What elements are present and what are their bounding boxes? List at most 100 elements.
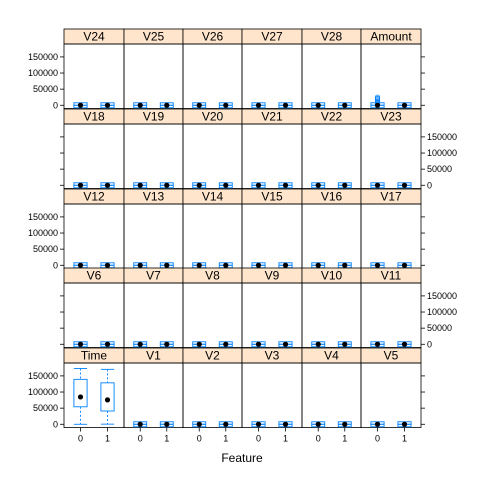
box-median-dot	[104, 182, 111, 188]
panel-strip-label: V11	[381, 269, 402, 283]
panel-v22: V22	[301, 108, 362, 189]
panel-strip-label: V14	[202, 190, 224, 204]
panel-strip-label: V12	[83, 190, 105, 204]
box-0	[192, 102, 207, 109]
panel-frame	[241, 43, 303, 109]
box-0	[192, 341, 207, 348]
box-median-dot	[282, 262, 289, 268]
panel-v7: V7	[123, 267, 184, 348]
box-median-dot	[223, 102, 229, 108]
box-1	[159, 341, 174, 348]
box-median-dot	[282, 102, 289, 108]
panel-frame	[123, 362, 184, 428]
panel-strip-label: V18	[83, 110, 105, 124]
box-0	[370, 421, 385, 428]
panel-v23: V23	[360, 108, 422, 189]
x-tick-label: 0	[375, 434, 380, 444]
box-median-dot	[374, 182, 381, 188]
box-0	[311, 341, 326, 348]
panel-frame	[182, 43, 243, 109]
box-1	[278, 421, 293, 428]
box-0	[192, 262, 207, 269]
panel-v18: V18	[63, 108, 125, 189]
y-tick-label: 50000	[33, 84, 58, 94]
box-median-dot	[374, 262, 381, 268]
box-0	[251, 421, 266, 428]
box-median-dot	[104, 262, 111, 268]
box-median-dot	[137, 421, 143, 427]
panel-strip-label: V22	[321, 110, 343, 124]
x-tick-label: 1	[402, 434, 407, 444]
box-1	[159, 421, 174, 428]
box-1	[218, 262, 233, 269]
box-median-dot	[255, 182, 262, 188]
panel-frame	[123, 43, 184, 109]
panel-strip-label: V6	[87, 269, 102, 283]
y-tick-label: 100000	[28, 387, 58, 397]
panel-frame	[63, 43, 125, 109]
box-0	[73, 182, 88, 189]
box-0	[133, 341, 148, 348]
box-median-dot	[104, 397, 111, 403]
box-median-dot	[104, 341, 111, 347]
box-body	[73, 378, 88, 408]
box-median-dot	[282, 421, 289, 427]
x-tick-label: 1	[342, 434, 347, 444]
panel-v13: V13	[123, 188, 184, 269]
panel-strip-label: V17	[380, 190, 402, 204]
panel-frame	[63, 203, 125, 269]
panel-frame	[301, 123, 362, 189]
x-tick-label: 1	[105, 434, 110, 444]
x-tick-label: 1	[223, 434, 228, 444]
box-median-dot	[196, 182, 202, 188]
panel-v12: V12	[63, 188, 125, 269]
y-tick-label: 150000	[28, 212, 58, 222]
panel-frame	[360, 203, 422, 269]
panel-frame	[241, 123, 303, 189]
box-0	[73, 102, 88, 109]
y-tick-label: 0	[427, 339, 432, 349]
box-median-dot	[137, 262, 143, 268]
box-0	[370, 94, 385, 109]
panel-frame	[182, 123, 243, 189]
x-tick-label: 0	[197, 434, 202, 444]
panel-frame	[360, 282, 422, 348]
box-0	[251, 102, 266, 109]
box-1	[278, 341, 293, 348]
x-tick-label: 0	[78, 434, 83, 444]
y-tick-label: 150000	[28, 371, 58, 381]
panel-strip-label: Amount	[370, 30, 412, 44]
box-0	[251, 341, 266, 348]
box-1	[218, 102, 233, 109]
box-1	[397, 102, 412, 109]
box-median-dot	[374, 421, 381, 427]
panel-strip-label: V8	[205, 269, 220, 283]
box-median-dot	[342, 262, 348, 268]
box-1	[337, 421, 352, 428]
box-outlier	[374, 94, 381, 100]
box-median-dot	[255, 341, 262, 347]
panel-strip-label: V13	[143, 190, 165, 204]
box-median-dot	[223, 262, 229, 268]
box-0	[251, 262, 266, 269]
panel-strip-label: Time	[81, 349, 108, 363]
box-0	[311, 102, 326, 109]
box-median-dot	[401, 102, 408, 108]
box-1	[159, 102, 174, 109]
panel-v28: V28	[301, 28, 362, 109]
panel-v10: V10	[301, 267, 362, 348]
box-1	[100, 368, 115, 425]
y-tick-label: 50000	[427, 323, 452, 333]
panel-v9: V9	[241, 267, 303, 348]
panel-frame	[301, 43, 362, 109]
y-tick-label: 100000	[28, 228, 58, 238]
y-tick-label: 0	[53, 260, 58, 270]
panel-amount: Amount	[360, 28, 422, 109]
box-0	[370, 182, 385, 189]
box-1	[159, 262, 174, 269]
panel-frame	[301, 282, 362, 348]
box-median-dot	[164, 182, 170, 188]
box-median-dot	[401, 182, 408, 188]
panel-frame	[301, 362, 362, 428]
